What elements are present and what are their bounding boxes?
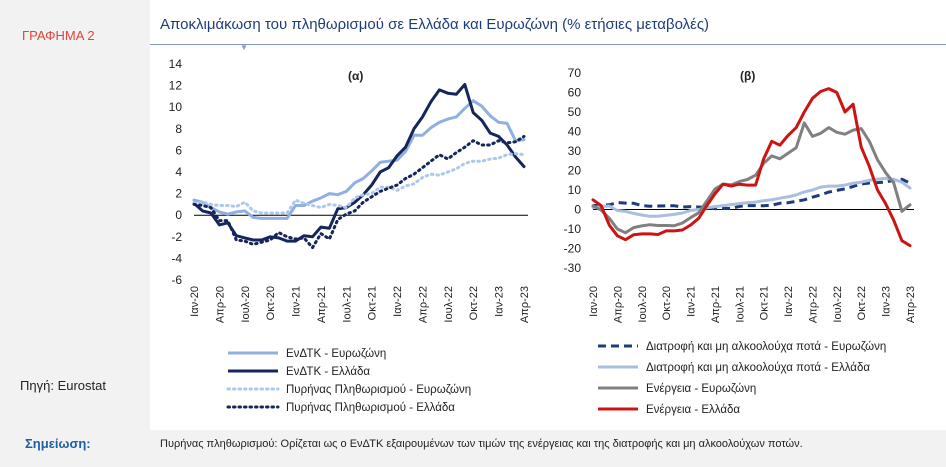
y-tick-label: 20 (568, 164, 582, 178)
legend-label: Ενέργεια - Ελλάδα (646, 404, 740, 416)
note-label: Σημείωση: (25, 436, 91, 451)
x-tick-label: Οκτ-22 (856, 286, 868, 320)
x-tick-label: Απρ-21 (316, 286, 328, 323)
x-tick-label: Ιουλ-22 (832, 286, 844, 323)
series-line (591, 176, 912, 218)
x-tick-label: Απρ-21 (710, 286, 722, 323)
chart-title: Αποκλιμάκωση του πληθωρισμού σε Ελλάδα κ… (160, 16, 710, 33)
x-tick-label: Απρ-22 (807, 286, 819, 323)
y-tick-label: 30 (568, 144, 582, 158)
legend-label: Διατροφή και μη αλκοολούχα ποτά - Ευρωζώ… (646, 341, 886, 353)
y-tick-label: -6 (171, 273, 182, 287)
x-tick-label: Απρ-23 (905, 286, 917, 323)
y-tick-label: 60 (568, 86, 582, 100)
y-tick-label: -10 (564, 222, 582, 236)
y-tick-label: 0 (574, 203, 581, 217)
legend-label: Ενέργεια - Ευρωζώνη (646, 383, 756, 395)
y-tick-label: 10 (169, 100, 183, 114)
x-tick-label: Ιουλ-21 (341, 286, 353, 323)
left-label-column (0, 0, 150, 430)
y-tick-label: 6 (175, 143, 182, 157)
series-line (192, 83, 526, 243)
x-tick-label: Απρ-23 (519, 286, 531, 323)
legend-label: Πυρήνας Πληθωρισμού - Ελλάδα (286, 402, 455, 414)
x-tick-label: Απρ-22 (417, 286, 429, 323)
y-tick-label: -20 (564, 242, 582, 256)
x-tick-label: Ιουλ-21 (734, 286, 746, 323)
x-tick-label: Ιαν-23 (881, 286, 893, 317)
x-tick-label: Ιαν-23 (494, 286, 506, 317)
y-tick-label: 40 (568, 125, 582, 139)
legend-label: Πυρήνας Πληθωρισμού - Ευρωζώνη (286, 384, 471, 396)
chart-panel-a: -6 -4 -2 0 2 4 6 8 10 12 14 Ιαν-20 Απρ-20 Ιουλ-20 Οκτ-… (169, 57, 531, 414)
y-tick-label: 8 (175, 122, 182, 136)
series-line (591, 87, 912, 248)
y-tick-label: 70 (568, 66, 582, 80)
y-tick-label: 50 (568, 105, 582, 119)
y-tick-label: 10 (568, 183, 582, 197)
panel-label: (α) (348, 69, 363, 83)
note-band (0, 430, 946, 467)
legend-label: ΕνΔΤΚ - Ευρωζώνη (286, 348, 386, 360)
y-tick-label: 2 (175, 187, 182, 201)
x-tick-label: Οκτ-22 (468, 286, 480, 320)
chart-panel-b: -30 -20 -10 0 10 20 30 40 50 60 70 Ιαν-20 Απρ-20 Ιουλ… (564, 66, 917, 416)
y-tick-label: -4 (171, 251, 182, 265)
x-tick-label: Ιουλ-20 (637, 286, 649, 323)
x-tick-label: Ιαν-21 (686, 286, 698, 317)
y-tick-label: 14 (169, 57, 183, 71)
note-text: Πυρήνας πληθωρισμού: Ορίζεται ως ο ΕνΔΤΚ… (160, 438, 803, 450)
y-tick-label: 4 (175, 165, 182, 179)
x-tick-label: Οκτ-20 (661, 286, 673, 320)
figure-label: ΓΡΑΦΗΜΑ 2 (22, 28, 95, 43)
y-tick-label: -2 (171, 230, 182, 244)
x-tick-label: Ιαν-22 (392, 286, 404, 317)
x-tick-label: Οκτ-21 (759, 286, 771, 320)
series-line (592, 177, 911, 211)
series-line (192, 134, 526, 250)
x-tick-label: Οκτ-21 (367, 286, 379, 320)
panel-label: (β) (740, 69, 755, 83)
title-notch-icon: ▼ (240, 43, 248, 52)
series-line (192, 99, 526, 220)
legend-label: Διατροφή και μη αλκοολούχα ποτά - Ελλάδα (646, 362, 870, 374)
x-tick-label: Ιαν-21 (291, 286, 303, 317)
x-tick-label: Οκτ-20 (265, 286, 277, 320)
x-tick-label: Ιαν-20 (588, 286, 600, 317)
x-tick-label: Απρ-20 (214, 286, 226, 323)
y-tick-label: 12 (169, 79, 183, 93)
x-tick-label: Ιουλ-20 (240, 286, 252, 323)
x-tick-label: Ιουλ-22 (443, 286, 455, 323)
title-rule (150, 44, 946, 45)
x-tick-label: Ιαν-22 (783, 286, 795, 317)
x-tick-label: Απρ-20 (612, 286, 624, 323)
y-tick-label: 0 (175, 208, 182, 222)
source-text: Πηγή: Eurostat (20, 378, 106, 393)
x-tick-label: Ιαν-20 (189, 286, 201, 317)
legend-label: ΕνΔΤΚ - Ελλάδα (286, 366, 370, 378)
y-tick-label: -30 (564, 261, 582, 275)
series-line (192, 152, 526, 215)
